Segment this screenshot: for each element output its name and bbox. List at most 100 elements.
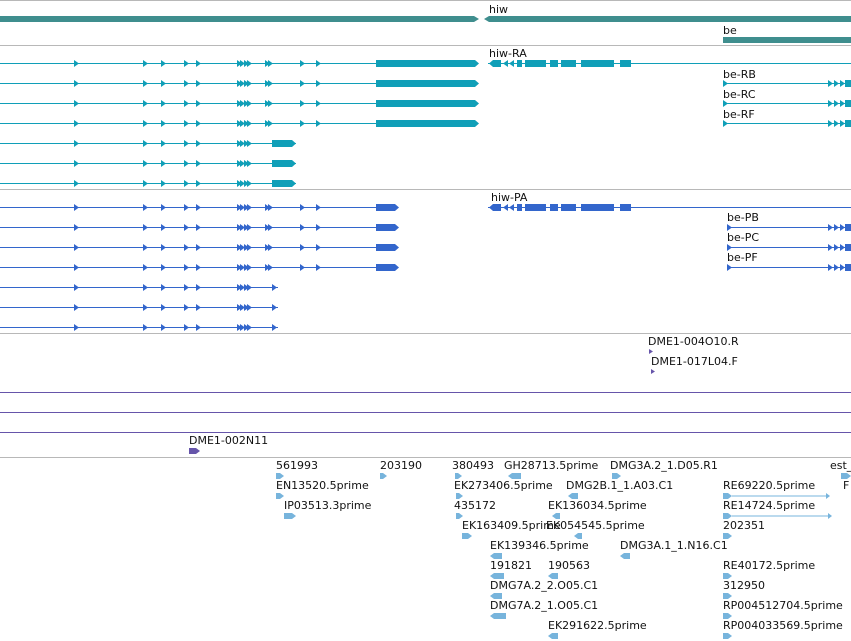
cds-hiw-PA-structure[interactable] bbox=[488, 204, 851, 211]
mrna-hiw-RA-structure[interactable] bbox=[488, 60, 851, 67]
est-marker[interactable] bbox=[455, 473, 462, 479]
exon-marker bbox=[240, 140, 245, 147]
exon-marker bbox=[161, 80, 166, 87]
exon-marker bbox=[247, 80, 252, 87]
cds-group[interactable] bbox=[0, 204, 399, 331]
est-marker[interactable] bbox=[723, 573, 732, 579]
mrna-transcript-group[interactable] bbox=[0, 60, 479, 187]
exon-marker bbox=[184, 204, 189, 211]
exon-marker bbox=[196, 120, 201, 127]
exon-marker bbox=[244, 324, 249, 331]
est-label: DMG2B.1_1.A03.C1 bbox=[566, 479, 673, 492]
exon-marker bbox=[840, 244, 845, 251]
est-marker[interactable] bbox=[490, 573, 504, 579]
clone-label-DME1-017L04-F: DME1-017L04.F bbox=[651, 355, 738, 368]
est-marker[interactable] bbox=[490, 613, 506, 619]
gene-label-hiw: hiw bbox=[489, 3, 508, 16]
est-label: 191821 bbox=[490, 559, 532, 572]
exon-marker bbox=[244, 120, 249, 127]
est-marker[interactable] bbox=[828, 513, 832, 519]
est-marker[interactable] bbox=[568, 493, 578, 499]
mrna-be-transcripts[interactable] bbox=[723, 80, 851, 127]
est-marker[interactable] bbox=[511, 473, 521, 479]
clone-marker[interactable] bbox=[649, 349, 653, 354]
est-track: 561993 EN13520.5prime IP03513.3prime 203… bbox=[276, 459, 851, 639]
est-marker[interactable] bbox=[284, 513, 296, 519]
est-marker[interactable] bbox=[380, 473, 387, 479]
est-marker[interactable] bbox=[490, 593, 502, 599]
est-marker[interactable] bbox=[548, 633, 558, 639]
exon-marker bbox=[240, 204, 245, 211]
exon-marker bbox=[161, 120, 166, 127]
exon-marker bbox=[196, 284, 201, 291]
est-label: EK273406.5prime bbox=[454, 479, 553, 492]
exon-marker bbox=[196, 80, 201, 87]
est-marker[interactable] bbox=[723, 493, 732, 499]
est-label: DMG7A.2_1.O05.C1 bbox=[490, 599, 598, 612]
est-marker[interactable] bbox=[552, 513, 560, 519]
exon-marker bbox=[74, 160, 79, 167]
exon-marker bbox=[268, 264, 273, 271]
exon-marker bbox=[840, 120, 845, 127]
clone-label-DME1-002N11: DME1-002N11 bbox=[189, 434, 268, 447]
est-marker[interactable] bbox=[620, 553, 630, 559]
exon-marker bbox=[240, 80, 245, 87]
exon-marker bbox=[240, 264, 245, 271]
exon-marker bbox=[143, 204, 148, 211]
exon-marker bbox=[161, 284, 166, 291]
exon-marker bbox=[237, 224, 242, 231]
est-marker[interactable] bbox=[456, 513, 463, 519]
est-marker[interactable] bbox=[723, 593, 732, 599]
est-marker[interactable] bbox=[723, 533, 732, 539]
est-marker[interactable] bbox=[723, 633, 732, 639]
exon-marker bbox=[161, 60, 166, 67]
clone-marker-DME1-002N11[interactable] bbox=[189, 448, 200, 454]
exon-block bbox=[525, 60, 546, 67]
gene-feature-be[interactable]: be bbox=[723, 24, 851, 43]
mrna-label-hiw-RA: hiw-RA bbox=[489, 47, 527, 60]
exon-marker bbox=[196, 224, 201, 231]
cds-be-group[interactable] bbox=[727, 224, 851, 271]
exon-marker bbox=[834, 120, 839, 127]
est-marker[interactable] bbox=[574, 533, 582, 539]
exon-marker bbox=[143, 180, 148, 187]
exon-marker bbox=[196, 100, 201, 107]
exon-marker bbox=[143, 140, 148, 147]
clone-marker[interactable] bbox=[651, 369, 655, 374]
exon-marker bbox=[834, 80, 839, 87]
est-marker[interactable] bbox=[841, 473, 851, 479]
exon-marker bbox=[828, 100, 833, 107]
mrna-label-be-RF: be-RF bbox=[723, 108, 755, 121]
exon-marker bbox=[143, 120, 148, 127]
exon-block bbox=[550, 204, 558, 211]
exon-marker bbox=[240, 160, 245, 167]
exon-marker bbox=[184, 160, 189, 167]
est-marker[interactable] bbox=[456, 493, 463, 499]
exon-marker bbox=[268, 204, 273, 211]
exon-marker bbox=[316, 264, 321, 271]
est-marker[interactable] bbox=[462, 533, 472, 539]
mrna-track: hiw-RA be-RB be-RC be-RF bbox=[0, 47, 851, 187]
est-marker[interactable] bbox=[826, 493, 830, 499]
est-marker[interactable] bbox=[276, 473, 284, 479]
exon-marker bbox=[240, 180, 245, 187]
gene-feature-hiw[interactable]: hiw bbox=[0, 3, 851, 22]
est-marker[interactable] bbox=[490, 553, 502, 559]
exon-marker bbox=[300, 100, 305, 107]
est-marker[interactable] bbox=[723, 513, 732, 519]
exon-marker bbox=[184, 284, 189, 291]
est-label: RP004512704.5prime bbox=[723, 599, 843, 612]
exon-marker bbox=[244, 180, 249, 187]
exon-marker bbox=[184, 180, 189, 187]
exon-marker bbox=[237, 120, 242, 127]
exon-marker bbox=[244, 284, 249, 291]
est-marker[interactable] bbox=[612, 473, 621, 479]
est-marker[interactable] bbox=[723, 613, 732, 619]
est-marker[interactable] bbox=[276, 493, 284, 499]
exon-marker bbox=[237, 204, 242, 211]
exon-marker bbox=[247, 244, 252, 251]
est-label: EK136034.5prime bbox=[548, 499, 647, 512]
est-marker[interactable] bbox=[548, 573, 558, 579]
exon-marker bbox=[196, 160, 201, 167]
